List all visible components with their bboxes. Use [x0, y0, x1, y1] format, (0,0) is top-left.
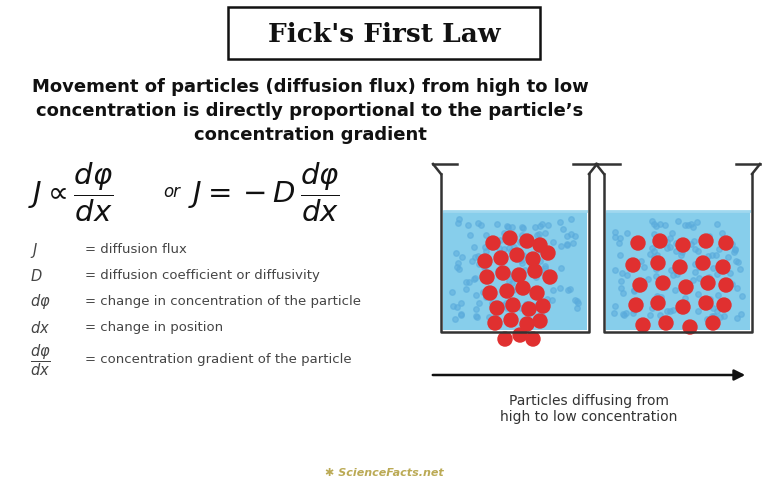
Circle shape — [706, 317, 720, 331]
Circle shape — [676, 301, 690, 315]
Circle shape — [516, 282, 530, 295]
Circle shape — [533, 239, 547, 253]
Circle shape — [656, 276, 670, 290]
Text: $\dfrac{d\varphi}{dx}$: $\dfrac{d\varphi}{dx}$ — [30, 342, 51, 377]
Circle shape — [526, 253, 540, 267]
Text: $J = -D\,\dfrac{d\varphi}{dx}$: $J = -D\,\dfrac{d\varphi}{dx}$ — [188, 160, 339, 223]
Circle shape — [699, 235, 713, 248]
Circle shape — [494, 252, 508, 266]
Circle shape — [533, 315, 547, 328]
Circle shape — [490, 302, 504, 316]
Circle shape — [488, 317, 502, 331]
Text: or: or — [163, 182, 180, 200]
Circle shape — [629, 299, 643, 312]
Circle shape — [504, 314, 518, 327]
Circle shape — [480, 271, 494, 285]
Text: = change in position: = change in position — [85, 321, 223, 334]
Bar — [443, 212, 587, 330]
Text: concentration gradient: concentration gradient — [194, 126, 426, 144]
Circle shape — [520, 235, 534, 248]
Text: Particles diffusing from: Particles diffusing from — [509, 393, 669, 407]
Circle shape — [659, 317, 673, 331]
Circle shape — [696, 257, 710, 271]
Bar — [228, 8, 540, 60]
Text: = change in concentration of the particle: = change in concentration of the particl… — [85, 295, 361, 308]
Circle shape — [496, 267, 510, 280]
Circle shape — [530, 287, 544, 301]
Circle shape — [683, 320, 697, 334]
Circle shape — [510, 248, 524, 262]
Text: ✱ ScienceFacts.net: ✱ ScienceFacts.net — [325, 467, 443, 477]
Circle shape — [513, 328, 527, 342]
Text: = concentration gradient of the particle: = concentration gradient of the particle — [85, 353, 352, 366]
Circle shape — [651, 257, 665, 271]
Circle shape — [673, 260, 687, 274]
Circle shape — [498, 333, 512, 347]
Circle shape — [676, 239, 690, 253]
Bar — [606, 212, 750, 330]
Circle shape — [701, 276, 715, 290]
Circle shape — [679, 280, 693, 294]
Circle shape — [651, 296, 665, 310]
Circle shape — [486, 237, 500, 251]
Circle shape — [653, 235, 667, 248]
Text: high to low concentration: high to low concentration — [500, 409, 677, 423]
Text: concentration is directly proportional to the particle’s: concentration is directly proportional t… — [36, 102, 584, 120]
Text: Movement of particles (diffusion flux) from high to low: Movement of particles (diffusion flux) f… — [31, 78, 588, 96]
Circle shape — [522, 302, 536, 317]
Circle shape — [503, 231, 517, 245]
Text: = diffusion coefficient or diffusivity: = diffusion coefficient or diffusivity — [85, 269, 320, 282]
Circle shape — [541, 246, 555, 260]
Circle shape — [512, 269, 526, 283]
Text: $J \propto \dfrac{d\varphi}{dx}$: $J \propto \dfrac{d\varphi}{dx}$ — [28, 160, 113, 223]
Circle shape — [483, 287, 497, 301]
Circle shape — [543, 271, 557, 285]
Circle shape — [520, 318, 534, 332]
Circle shape — [717, 299, 731, 312]
Text: $dx$: $dx$ — [30, 319, 50, 335]
Circle shape — [719, 278, 733, 292]
Circle shape — [699, 296, 713, 310]
Text: $D$: $D$ — [30, 268, 42, 284]
Circle shape — [526, 333, 540, 347]
Circle shape — [716, 260, 730, 274]
Circle shape — [506, 299, 520, 312]
Circle shape — [500, 285, 514, 299]
Circle shape — [633, 278, 647, 292]
Text: Fick's First Law: Fick's First Law — [268, 21, 500, 46]
Circle shape — [536, 300, 550, 314]
Circle shape — [631, 237, 645, 251]
Circle shape — [478, 255, 492, 269]
Circle shape — [636, 318, 650, 333]
Circle shape — [719, 237, 733, 251]
Text: $d\varphi$: $d\varphi$ — [30, 292, 51, 311]
Text: = diffusion flux: = diffusion flux — [85, 243, 187, 256]
Circle shape — [528, 264, 542, 278]
Text: $J$: $J$ — [30, 240, 38, 259]
Circle shape — [626, 258, 640, 272]
